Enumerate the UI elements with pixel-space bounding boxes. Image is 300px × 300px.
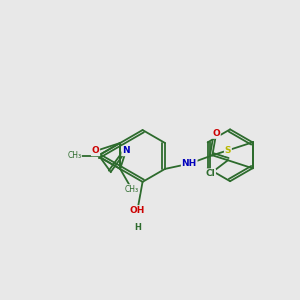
Text: H: H [134,223,141,232]
Text: O: O [212,129,220,138]
Text: CH₃: CH₃ [125,184,139,194]
Text: Cl: Cl [206,169,215,178]
Text: S: S [225,146,231,155]
Text: NH: NH [182,159,197,168]
Text: CH₃: CH₃ [67,152,81,160]
Text: O: O [92,146,99,155]
Text: OH: OH [130,206,145,215]
Text: N: N [122,146,130,155]
